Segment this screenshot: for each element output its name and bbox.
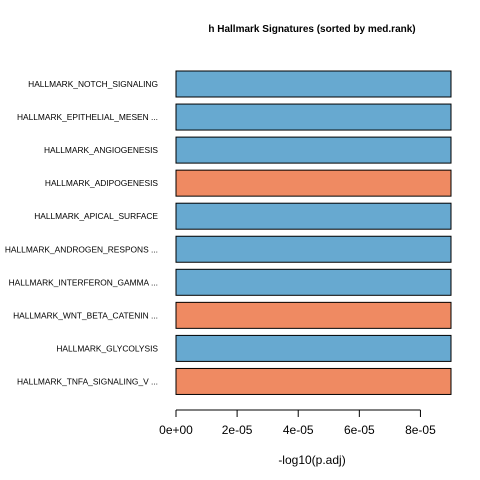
bar	[175, 367, 452, 395]
category-label: HALLMARK_GLYCOLYSIS	[56, 343, 158, 353]
bar	[175, 136, 452, 164]
bar	[175, 169, 452, 197]
category-label: HALLMARK_INTERFERON_GAMMA ...	[9, 277, 158, 287]
x-tick-label: 8e-05	[405, 423, 436, 437]
chart-title: h Hallmark Signatures (sorted by med.ran…	[208, 24, 415, 35]
category-label: HALLMARK_EPITHELIAL_MESEN ...	[17, 112, 158, 122]
bar	[175, 103, 452, 131]
bar	[175, 235, 452, 263]
bar	[175, 70, 452, 98]
x-tick-label: 2e-05	[222, 423, 253, 437]
x-tick-label: 6e-05	[344, 423, 375, 437]
x-axis: 0e+00 2e-05 4e-05 6e-05 8e-05	[159, 409, 436, 437]
bar	[175, 202, 452, 230]
category-labels-group: HALLMARK_NOTCH_SIGNALING HALLMARK_EPITHEL…	[5, 79, 159, 386]
category-label: HALLMARK_NOTCH_SIGNALING	[28, 79, 158, 89]
x-tick-label: 4e-05	[283, 423, 314, 437]
category-label: HALLMARK_TNFA_SIGNALING_V ...	[17, 376, 158, 386]
category-label: HALLMARK_ADIPOGENESIS	[45, 178, 159, 188]
bars-group	[175, 70, 452, 395]
bar	[175, 301, 452, 329]
bar	[175, 334, 452, 362]
category-label: HALLMARK_WNT_BETA_CATENIN ...	[13, 310, 158, 320]
category-label: HALLMARK_ANDROGEN_RESPONS ...	[5, 244, 158, 254]
x-axis-title: -log10(p.adj)	[278, 453, 345, 467]
category-label: HALLMARK_APICAL_SURFACE	[34, 211, 158, 221]
bar	[175, 268, 452, 296]
x-tick-label: 0e+00	[159, 423, 193, 437]
category-label: HALLMARK_ANGIOGENESIS	[44, 145, 158, 155]
